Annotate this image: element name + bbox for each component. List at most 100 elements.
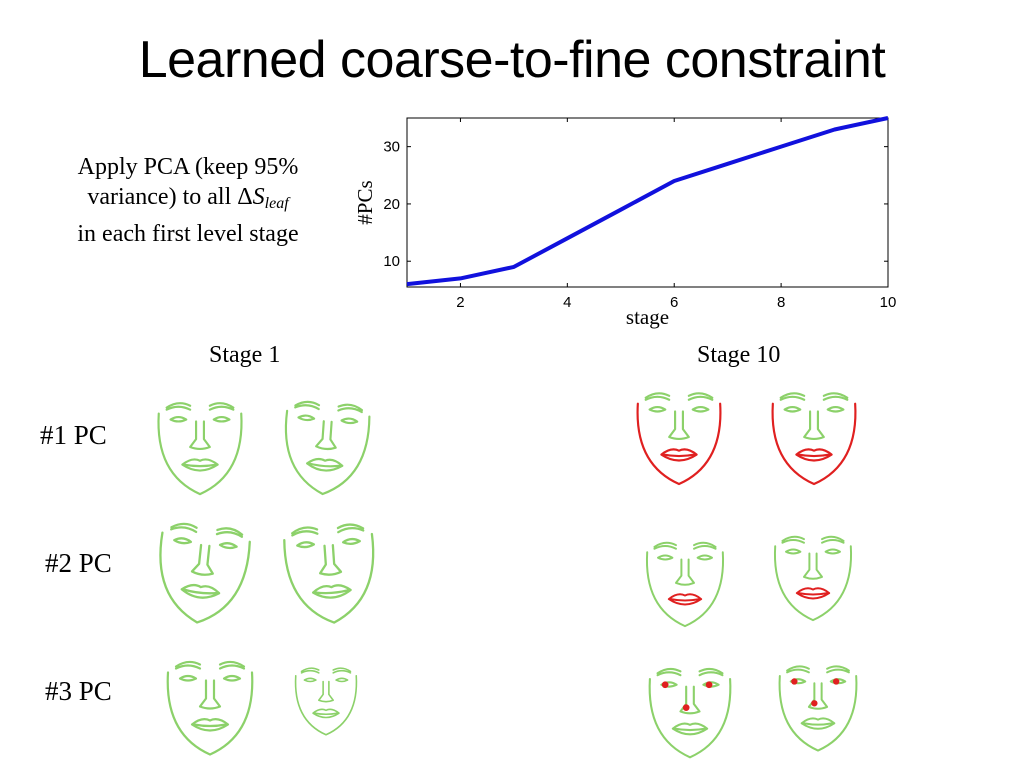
right-eyebrow [822,392,849,401]
face-outline-icon [778,665,858,752]
face-outline-icon [773,535,853,622]
x-axis-label: stage [626,305,669,329]
right-eyebrow [215,527,244,538]
right-eyebrow [687,392,714,401]
leaf-subscript: leaf [264,195,289,212]
left-eyebrow [644,392,671,401]
face-outline-icon [645,541,725,628]
left-eye [178,674,198,682]
face-group [159,522,251,624]
left-eye [169,415,188,423]
plot-frame [406,117,889,288]
right-eyebrow [693,541,717,550]
right-eye [335,677,349,683]
right-eye [222,674,242,682]
left-eye [657,554,674,561]
y-tick-label-30: 30 [383,139,400,156]
mouth [795,448,833,462]
left-eye-point [661,681,669,689]
right-eye [824,548,841,555]
left-eye [648,406,667,413]
right-eyebrow [337,403,364,414]
left-eyebrow [165,402,192,411]
pcs-line-chart: 2 4 6 8 10 10 20 30 stage #PCs [353,116,897,329]
right-eye-point [833,678,840,685]
left-eyebrow [786,665,810,674]
nose [189,420,211,451]
nose [318,543,343,576]
mouth [667,593,703,606]
face-group [157,402,243,496]
right-eye [340,417,359,425]
mouth [312,708,340,719]
nose [318,680,334,703]
face-outline-icon [284,400,371,496]
description-line-1: Apply PCA (keep 95% [77,154,299,180]
right-eye [341,537,361,545]
pc-3-label: #3 PC [45,676,112,706]
jaw-outline [771,402,857,486]
left-eyebrow [174,660,202,670]
x-tick-label-2: 2 [456,294,464,311]
face-group [648,667,732,759]
face-outline-icon [648,667,732,759]
left-eye [297,414,316,422]
left-eyebrow [781,535,805,544]
nose [315,420,337,451]
stage-1-label: Stage 1 [209,342,281,368]
right-eyebrow [698,667,724,677]
mouth [660,448,698,462]
nose [803,410,825,441]
face-group [283,523,375,624]
mouth [190,718,230,732]
right-eyebrow [218,660,246,670]
left-eyebrow [300,667,320,674]
mouth [311,584,352,599]
right-eye [212,415,231,423]
nose [679,685,701,715]
description-line-2: variance) to all ΔSleaf [40,182,336,219]
left-eyebrow [170,522,198,534]
left-eyebrow [291,526,319,537]
nose [807,682,829,710]
right-eyebrow [208,402,235,411]
x-tick-label-4: 4 [563,294,571,311]
left-eyebrow [656,667,682,677]
face-group [294,667,358,736]
right-eyebrow [826,665,850,674]
right-eyebrow [336,523,365,534]
left-eye [303,677,317,683]
mouth [180,583,221,599]
mouth [800,717,836,730]
nose [198,679,222,710]
face-group [773,535,853,622]
x-tick-label-6: 6 [670,294,678,311]
delta-symbol: Δ [237,184,253,210]
face-outline-icon [159,522,251,624]
face-group [284,400,371,496]
nose-point [682,704,690,711]
mouth [305,457,344,472]
face-group [166,660,254,756]
left-eye [785,548,802,555]
right-eye [696,554,713,561]
x-tick-label-8: 8 [777,294,785,311]
left-eye [296,541,316,549]
jaw-outline [294,674,358,736]
mouth [671,722,709,736]
pc-1-label: #1 PC [40,420,107,450]
s-symbol: S [252,184,265,210]
face-outline-icon [636,392,722,486]
right-eye-point [705,681,713,689]
jaw-outline [645,551,725,628]
jaw-outline [283,532,375,624]
left-eyebrow [294,400,321,411]
left-eye [783,406,802,413]
right-eye [218,542,238,550]
mouth [795,587,831,600]
nose [190,543,214,576]
left-eye [173,537,193,545]
face-outline-icon [771,392,857,486]
nose [668,410,690,441]
x-tick-label-10: 10 [880,294,897,311]
